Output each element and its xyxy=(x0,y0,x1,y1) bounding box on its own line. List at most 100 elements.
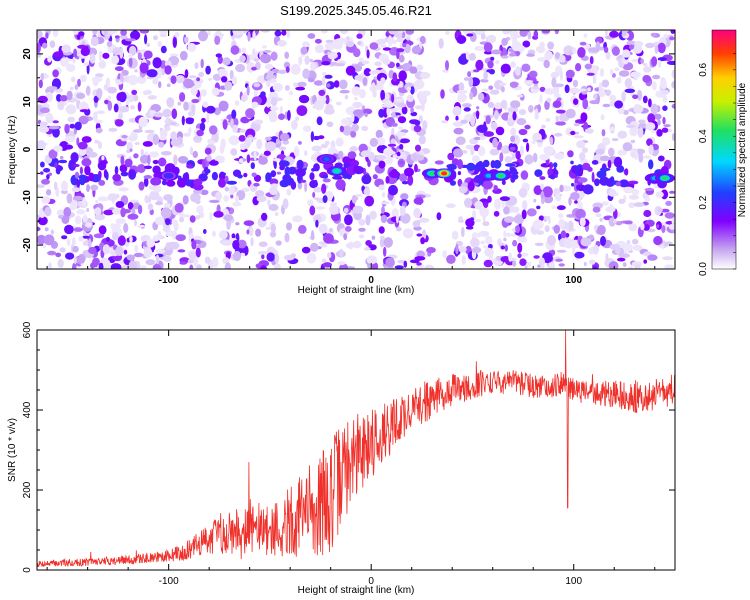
spectrogram-cell xyxy=(269,78,277,84)
spectrogram-cell xyxy=(143,50,153,59)
spectrogram-cell xyxy=(568,87,580,94)
spectrogram-cell xyxy=(294,149,298,155)
spectrogram-cell xyxy=(147,203,153,211)
spectrogram-cell xyxy=(307,256,315,264)
spectrogram-cell xyxy=(350,130,357,138)
spectrogram-cell xyxy=(611,73,616,78)
spectrogram-cell xyxy=(521,209,527,220)
spectrogram-cell xyxy=(458,82,465,92)
spectrogram-cell xyxy=(58,159,68,164)
spectrogram-cell xyxy=(567,150,574,158)
spectrogram-cell xyxy=(98,60,107,69)
spectrogram-cell xyxy=(40,171,44,175)
spectrogram-cell xyxy=(277,69,287,74)
spectrogram-cell xyxy=(577,47,586,58)
spectrogram-cell xyxy=(106,77,111,88)
spectrogram-cell xyxy=(415,105,423,110)
spectrogram-cell xyxy=(643,66,652,73)
spectrogram-cell xyxy=(622,49,631,58)
spectrogram-cell xyxy=(285,66,290,73)
spectrogram-cell xyxy=(107,95,112,100)
spectrogram-cell xyxy=(652,74,661,80)
spectrogram-cell xyxy=(526,208,537,217)
spectrogram-cell xyxy=(552,85,560,96)
spectrogram-cell xyxy=(154,216,165,226)
spectrogram-cell xyxy=(166,83,171,88)
spectrogram-cell xyxy=(295,116,300,121)
spectrogram-cell xyxy=(79,175,86,186)
spectrogram-cell xyxy=(457,171,462,176)
spectrogram-cell xyxy=(470,145,475,156)
spectrogram-cell xyxy=(155,249,166,254)
spectrogram-cell xyxy=(107,193,118,202)
spectrogram-cell xyxy=(39,107,50,114)
spectrogram-cell xyxy=(560,230,567,239)
spectrogram-cell xyxy=(102,244,110,255)
spectrogram-cell xyxy=(219,144,225,154)
spectrogram-cell xyxy=(528,70,538,79)
spectrogram-cell xyxy=(517,253,522,259)
spectrogram-cell xyxy=(662,95,668,103)
spectrogram-y-tick-label: 20 xyxy=(22,48,33,60)
spectrogram-cell xyxy=(458,216,464,221)
spectrogram-cell xyxy=(130,105,135,110)
spectrogram-cell xyxy=(297,81,307,87)
spectrogram-cell xyxy=(250,237,254,247)
spectrogram-cell xyxy=(573,98,579,105)
spectrogram-cell xyxy=(223,195,230,202)
spectrogram-cell xyxy=(322,96,327,102)
spectrogram-cell xyxy=(453,148,464,158)
spectrogram-cell xyxy=(446,254,456,264)
spectrogram-cell xyxy=(278,146,287,151)
spectrogram-cell xyxy=(114,35,120,39)
spectrogram-cell xyxy=(121,135,128,139)
spectrogram-cell xyxy=(339,89,350,94)
spectrogram-cell xyxy=(378,226,385,234)
spectrogram-cell xyxy=(669,190,675,194)
spectrogram-cell xyxy=(53,51,64,58)
spectrogram-cell xyxy=(198,71,205,78)
spectrogram-cell xyxy=(518,109,527,116)
spectrogram-cell xyxy=(501,37,508,46)
spectrogram-cell xyxy=(532,152,538,163)
spectrogram-cell xyxy=(662,256,673,261)
spectrogram-cell xyxy=(505,232,512,237)
spectrogram-cell xyxy=(48,172,52,176)
spectrogram-cell xyxy=(54,162,58,169)
spectrogram-cell xyxy=(52,127,60,138)
spectrogram-cell xyxy=(128,56,133,68)
spectrogram-cell xyxy=(61,215,70,224)
spectrogram-cell xyxy=(552,100,562,108)
spectrogram-cell xyxy=(380,214,388,224)
spectrogram-cell xyxy=(568,196,572,206)
spectrogram-cell xyxy=(311,168,316,172)
spectrogram-cell xyxy=(353,166,365,175)
spectrogram-cell xyxy=(577,177,588,183)
spectrogram-cell xyxy=(155,201,164,206)
spectrogram-cell xyxy=(509,52,517,57)
spectrogram-cell xyxy=(56,209,66,217)
spectrogram-cell xyxy=(624,220,633,225)
spectrogram-cell xyxy=(628,194,640,200)
spectrogram-cell xyxy=(315,206,325,210)
spectrogram-cell xyxy=(503,237,507,242)
spectrogram-cell xyxy=(138,181,145,191)
spectrogram-cell xyxy=(66,193,73,204)
spectrogram-cell xyxy=(549,136,554,146)
spectrogram-cell xyxy=(256,195,267,203)
spectrogram-cell xyxy=(470,178,477,182)
spectrogram-cell xyxy=(587,166,593,172)
spectrogram-cell xyxy=(272,158,281,162)
spectrogram-cell xyxy=(70,76,76,83)
spectrogram-cell xyxy=(500,145,511,154)
spectrogram-cell xyxy=(149,151,160,158)
spectrogram-cell xyxy=(93,233,105,239)
spectrogram-cell xyxy=(472,246,482,254)
spectrogram-cell xyxy=(501,55,509,59)
spectrogram-cell xyxy=(137,101,142,112)
spectrogram-cell xyxy=(628,266,634,269)
spectrogram-cell xyxy=(445,203,456,208)
spectrogram-cell xyxy=(539,93,543,104)
spectrogram-cell xyxy=(333,80,340,88)
spectrogram-cell xyxy=(163,194,173,201)
